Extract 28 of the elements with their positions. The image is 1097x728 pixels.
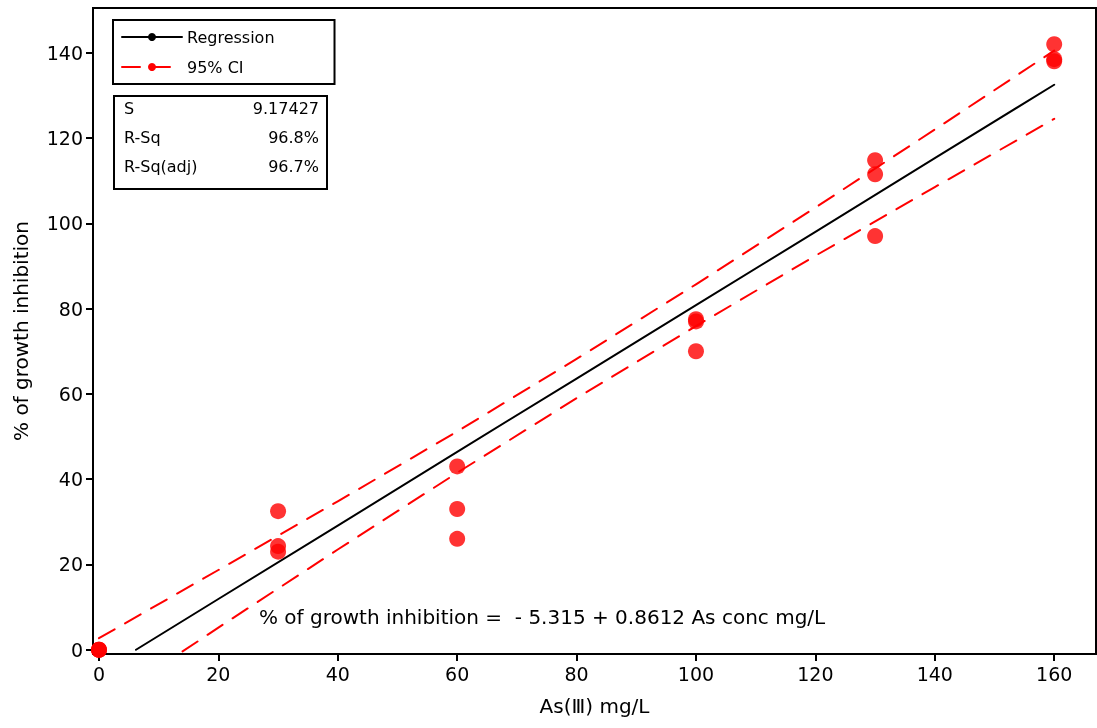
y-tick-label: 140: [46, 41, 83, 64]
x-tick-label: 100: [677, 662, 715, 685]
legend-label: 95% CI: [187, 57, 244, 77]
y-tick-label: 120: [46, 127, 83, 150]
annotation: R-Sq(adj): [124, 156, 198, 176]
x-tick-label: 140: [916, 662, 953, 685]
annotation: % of growth inhibition = - 5.315 + 0.8612 As conc mg/L: [259, 605, 827, 629]
annotation: 9.17427: [252, 98, 319, 118]
y-tick-label: 60: [58, 382, 83, 405]
annotation: S: [124, 98, 135, 118]
y-tick-label: 80: [58, 297, 83, 320]
annotation: 96.7%: [268, 156, 319, 176]
annotation: R-Sq: [124, 127, 161, 147]
y-tick-label: 20: [58, 553, 83, 576]
annotation: 96.8%: [268, 127, 319, 147]
x-tick-label: 40: [325, 662, 350, 685]
x-tick-label: 120: [797, 662, 834, 685]
y-tick-label: 0: [70, 638, 83, 661]
x-tick-label: 20: [206, 662, 231, 685]
y-tick-label: 40: [58, 468, 83, 491]
legend-label: Regression: [187, 27, 275, 47]
x-tick-label: 0: [92, 662, 106, 685]
x-axis-title: As(Ⅲ) mg/L: [539, 694, 651, 718]
y-tick-label: 100: [46, 212, 83, 235]
x-tick-label: 160: [1036, 662, 1073, 685]
y-axis-title: % of growth inhibition: [9, 221, 33, 441]
x-tick-label: 80: [564, 662, 589, 685]
x-tick-label: 60: [445, 662, 470, 685]
